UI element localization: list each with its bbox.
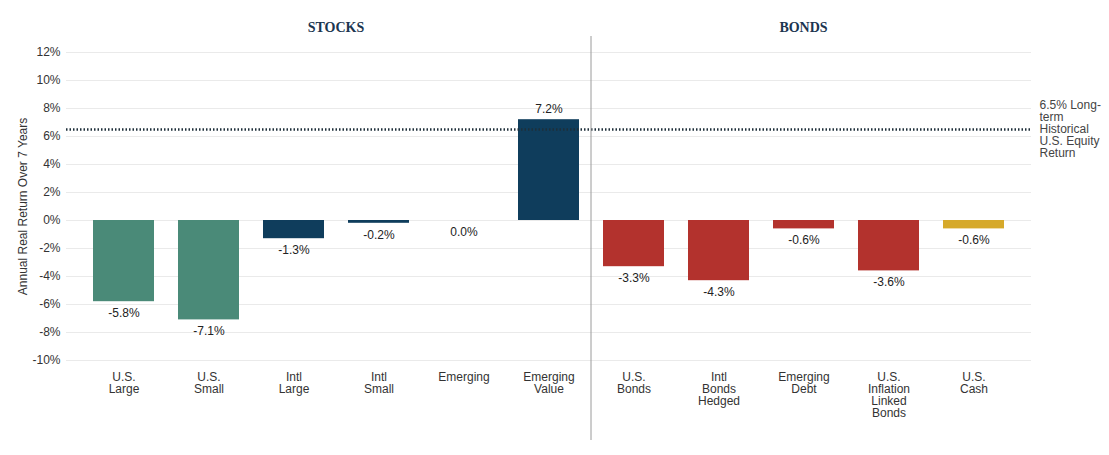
svg-text:U.S.Large: U.S.Large (109, 370, 140, 396)
svg-text:U.S.Cash: U.S.Cash (960, 370, 988, 396)
svg-text:-2%: -2% (39, 241, 61, 255)
svg-text:U.S.InflationLinkedBonds: U.S.InflationLinkedBonds (868, 370, 910, 420)
svg-text:-0.6%: -0.6% (788, 233, 820, 247)
svg-text:6.5% Long-termHistoricalU.S. E: 6.5% Long-termHistoricalU.S. EquityRetur… (1040, 98, 1101, 160)
svg-text:Annual Real Return Over 7 Year: Annual Real Return Over 7 Years (16, 118, 30, 295)
svg-text:-10%: -10% (32, 353, 60, 367)
svg-text:8%: 8% (43, 101, 61, 115)
svg-text:U.S.Bonds: U.S.Bonds (617, 370, 651, 396)
svg-text:BONDS: BONDS (779, 20, 827, 35)
svg-text:EmergingValue: EmergingValue (523, 370, 574, 396)
svg-text:12%: 12% (36, 45, 60, 59)
svg-text:-0.2%: -0.2% (363, 228, 395, 242)
svg-text:0%: 0% (43, 213, 61, 227)
svg-text:4%: 4% (43, 157, 61, 171)
svg-text:-0.6%: -0.6% (958, 233, 990, 247)
svg-text:6%: 6% (43, 129, 61, 143)
svg-text:STOCKS: STOCKS (308, 20, 365, 35)
svg-text:Emerging: Emerging (438, 370, 489, 384)
svg-text:-7.1%: -7.1% (193, 324, 225, 338)
svg-text:-3.6%: -3.6% (873, 275, 905, 289)
svg-text:-5.8%: -5.8% (108, 306, 140, 320)
svg-text:IntlSmall: IntlSmall (364, 370, 394, 396)
svg-text:-3.3%: -3.3% (618, 271, 650, 285)
svg-text:IntlLarge: IntlLarge (279, 370, 310, 396)
svg-text:IntlBondsHedged: IntlBondsHedged (698, 370, 740, 408)
svg-text:U.S.Small: U.S.Small (194, 370, 224, 396)
svg-text:2%: 2% (43, 185, 61, 199)
svg-text:0.0%: 0.0% (450, 225, 478, 239)
svg-text:-1.3%: -1.3% (278, 243, 310, 257)
svg-text:-4%: -4% (39, 269, 61, 283)
svg-text:-8%: -8% (39, 325, 61, 339)
svg-text:-6%: -6% (39, 297, 61, 311)
svg-text:-4.3%: -4.3% (703, 285, 735, 299)
svg-text:10%: 10% (36, 73, 60, 87)
svg-text:EmergingDebt: EmergingDebt (778, 370, 829, 396)
svg-text:7.2%: 7.2% (535, 102, 563, 116)
